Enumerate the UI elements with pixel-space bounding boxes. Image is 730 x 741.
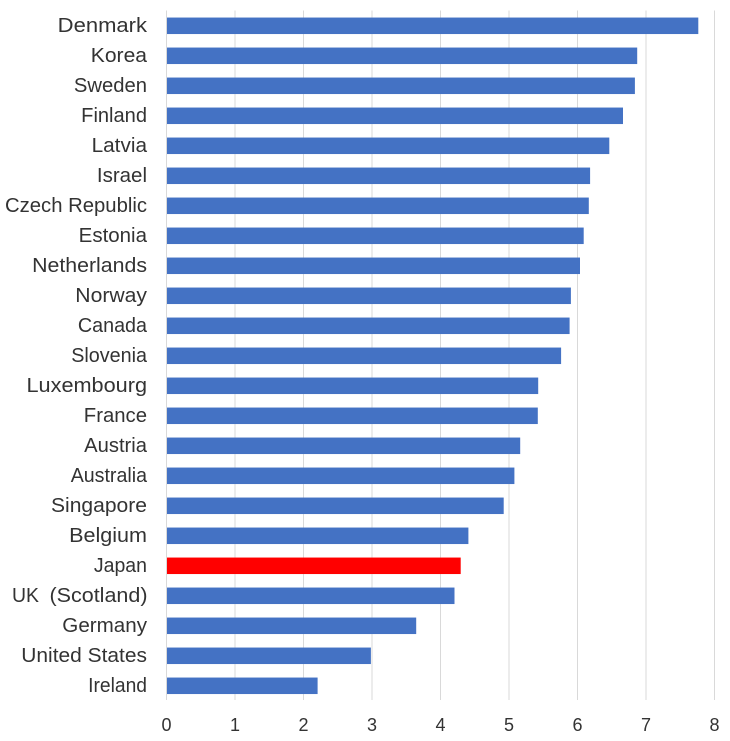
svg-text:7: 7: [641, 715, 651, 735]
svg-text:8: 8: [709, 715, 719, 735]
svg-text:Slovenia: Slovenia: [71, 345, 148, 367]
svg-text:Finland: Finland: [81, 105, 147, 127]
svg-text:United States: United States: [21, 645, 147, 667]
svg-text:Canada: Canada: [78, 315, 148, 337]
svg-text:1: 1: [230, 715, 240, 735]
svg-text:Israel: Israel: [97, 165, 147, 187]
svg-text:Austria: Austria: [84, 435, 148, 457]
svg-text:4: 4: [435, 715, 445, 735]
svg-text:Australia: Australia: [71, 465, 148, 487]
svg-text:Norway: Norway: [75, 285, 147, 307]
svg-text:6: 6: [572, 715, 582, 735]
svg-text:Singapore: Singapore: [51, 495, 147, 517]
svg-text:Latvia: Latvia: [92, 135, 148, 157]
svg-text:Luxembourg: Luxembourg: [27, 375, 148, 397]
svg-text:Germany: Germany: [62, 615, 147, 637]
svg-text:0: 0: [161, 715, 171, 735]
svg-text:Czech Republic: Czech Republic: [5, 195, 147, 217]
svg-text:France: France: [84, 405, 147, 427]
svg-text:Netherlands: Netherlands: [32, 255, 147, 277]
svg-text:(Scotland): (Scotland): [50, 585, 148, 607]
svg-text:Ireland: Ireland: [88, 675, 147, 697]
svg-text:2: 2: [298, 715, 308, 735]
svg-text:5: 5: [504, 715, 514, 735]
svg-text:Sweden: Sweden: [74, 75, 147, 97]
svg-text:3: 3: [367, 715, 377, 735]
svg-text:Denmark: Denmark: [58, 15, 148, 37]
svg-text:Korea: Korea: [91, 45, 148, 67]
svg-text:Japan: Japan: [94, 555, 147, 577]
svg-text:Belgium: Belgium: [69, 525, 147, 547]
svg-text:UK: UK: [12, 585, 40, 607]
svg-text:Estonia: Estonia: [79, 225, 148, 247]
